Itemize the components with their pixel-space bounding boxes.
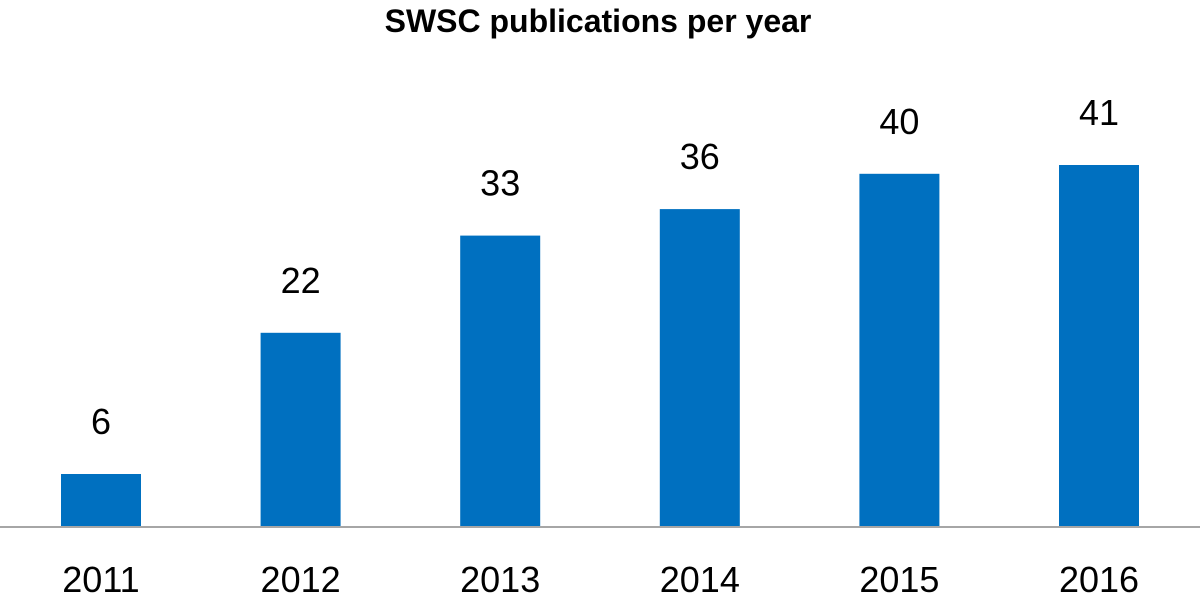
x-tick-label-2011: 2011 <box>62 559 139 598</box>
data-label-2013: 33 <box>480 163 520 204</box>
bars-layer <box>61 165 1139 528</box>
data-label-2016: 41 <box>1079 92 1119 133</box>
bar-2011 <box>61 474 141 527</box>
data-label-2011: 6 <box>91 401 111 442</box>
x-tick-label-2013: 2013 <box>460 559 540 598</box>
data-label-2014: 36 <box>680 136 720 177</box>
bar-2012 <box>260 332 341 527</box>
bar-2015 <box>859 173 940 528</box>
bar-2013 <box>460 235 541 527</box>
data-label-2012: 22 <box>281 260 321 301</box>
x-tick-label-2012: 2012 <box>261 559 341 598</box>
x-tick-label-2016: 2016 <box>1059 559 1139 598</box>
chart-title: SWSC publications per year <box>385 3 812 39</box>
bar-2014 <box>659 209 740 527</box>
bar-2016 <box>1059 165 1139 527</box>
data-labels-layer: 6 22 33 36 40 41 <box>91 92 1119 442</box>
data-label-2015: 40 <box>879 101 919 142</box>
x-tick-label-2014: 2014 <box>660 559 740 598</box>
x-tick-label-2015: 2015 <box>859 559 939 598</box>
x-tick-labels-layer: 2011 2012 2013 2014 2015 2016 <box>62 559 1139 600</box>
